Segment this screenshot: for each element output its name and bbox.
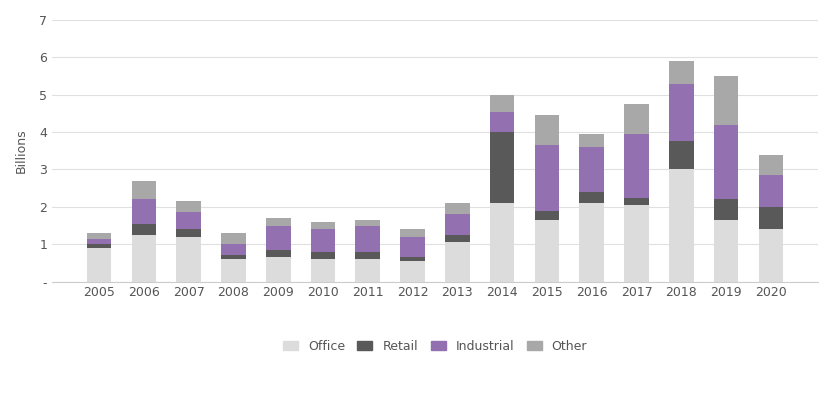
Bar [490,112,515,132]
Bar [714,220,738,281]
Bar [490,132,515,203]
Bar [87,248,112,281]
Bar [445,242,470,281]
Bar [624,134,649,198]
Bar [177,201,201,212]
Bar [490,203,515,281]
Bar [535,211,559,220]
Bar [266,250,291,257]
Bar [401,261,425,281]
Bar [669,83,694,141]
Bar [132,181,157,199]
Bar [221,259,246,281]
Bar [580,134,604,147]
Bar [714,125,738,199]
Y-axis label: Billions: Billions [15,128,28,173]
Bar [177,212,201,229]
Bar [266,257,291,281]
Bar [714,76,738,125]
Bar [177,237,201,281]
Bar [669,141,694,169]
Bar [311,222,336,229]
Bar [535,145,559,211]
Bar [221,256,246,259]
Bar [87,244,112,248]
Bar [221,244,246,256]
Bar [356,220,380,226]
Bar [624,104,649,134]
Bar [356,252,380,259]
Bar [535,115,559,145]
Bar [311,229,336,252]
Bar [87,239,112,244]
Bar [759,229,783,281]
Bar [401,257,425,261]
Bar [401,229,425,237]
Bar [490,95,515,112]
Bar [759,155,783,175]
Bar [177,229,201,237]
Bar [87,233,112,239]
Bar [266,226,291,250]
Bar [669,169,694,281]
Bar [714,199,738,220]
Bar [445,214,470,235]
Bar [132,224,157,235]
Bar [624,198,649,205]
Bar [445,235,470,242]
Bar [266,218,291,226]
Bar [221,233,246,244]
Bar [311,252,336,259]
Bar [356,226,380,252]
Bar [759,207,783,229]
Bar [669,61,694,83]
Bar [132,235,157,281]
Bar [580,203,604,281]
Bar [401,237,425,257]
Bar [759,175,783,207]
Bar [445,203,470,214]
Bar [580,192,604,203]
Bar [356,259,380,281]
Bar [311,259,336,281]
Bar [580,147,604,192]
Bar [535,220,559,281]
Legend: Office, Retail, Industrial, Other: Office, Retail, Industrial, Other [277,335,592,358]
Bar [624,205,649,281]
Bar [132,199,157,224]
